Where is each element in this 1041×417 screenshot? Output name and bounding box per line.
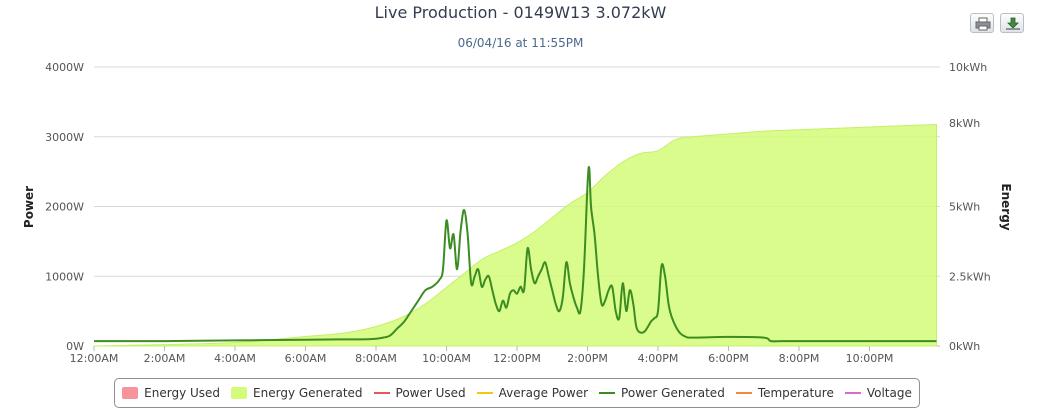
chart-title: Live Production - 0149W13 3.072kW [374, 3, 667, 22]
legend-label: Energy Generated [253, 386, 363, 400]
chart-plot: 12:00AM 2:00AM 4:00AM 6:00AM 8:00AM 10:00AM 12… [22, 61, 1013, 365]
x-tick-label: 10:00AM [422, 352, 471, 365]
legend-item[interactable]: Energy Generated [231, 386, 363, 400]
legend-label: Power Generated [621, 386, 725, 400]
print-icon [975, 17, 991, 31]
print-button[interactable] [970, 13, 994, 33]
left-tick-label: 3000W [45, 131, 84, 144]
x-tick-label: 4:00AM [214, 352, 256, 365]
legend-label: Temperature [757, 386, 834, 400]
x-tick-label: 8:00PM [779, 352, 820, 365]
left-tick-label: 2000W [45, 201, 84, 214]
right-axis: 0kWh 2.5kWh 5kWh 8kWh 10kWh [949, 61, 991, 353]
power-generated-line [93, 166, 937, 343]
legend-swatch [844, 392, 861, 394]
legend-label: Energy Used [144, 386, 221, 400]
x-tick-label: 2:00PM [567, 352, 608, 365]
x-axis: 12:00AM 2:00AM 4:00AM 6:00AM 8:00AM 10:00AM 12… [70, 346, 894, 365]
x-tick-label: 6:00PM [708, 352, 749, 365]
legend-item[interactable]: Energy Used [122, 386, 220, 400]
left-tick-label: 4000W [45, 61, 84, 74]
left-axis: 0W 1000W 2000W 3000W 4000W [45, 61, 84, 353]
x-tick-label: 8:00AM [355, 352, 397, 365]
legend-item[interactable]: Temperature [735, 386, 834, 400]
chart-subtitle: 06/04/16 at 11:55PM [457, 36, 584, 50]
right-tick-label: 2.5kWh [949, 270, 991, 283]
left-tick-label: 0W [66, 340, 84, 353]
x-tick-label: 2:00AM [144, 352, 186, 365]
download-button[interactable] [1000, 13, 1024, 33]
legend-swatch [122, 387, 139, 399]
legend-swatch [373, 392, 390, 394]
x-tick-label: 4:00PM [638, 352, 679, 365]
series-power-generated [93, 166, 937, 343]
legend-label: Average Power [498, 386, 589, 400]
legend-label: Power Used [395, 386, 466, 400]
legend-swatch [476, 392, 493, 394]
download-icon [1006, 17, 1020, 30]
legend-label: Voltage [866, 386, 912, 400]
legend-swatch [735, 392, 752, 394]
right-tick-label: 0kWh [949, 340, 980, 353]
left-tick-label: 1000W [45, 270, 84, 283]
chart-legend: Energy Used Energy Generated Power Used Ave… [114, 378, 920, 408]
right-tick-label: 8kWh [949, 117, 980, 130]
left-axis-title: Power [22, 186, 36, 228]
legend-item[interactable]: Power Used [373, 386, 466, 400]
legend-swatch [231, 387, 248, 399]
legend-item[interactable]: Power Generated [599, 386, 725, 400]
legend-item[interactable]: Voltage [844, 386, 912, 400]
energy-generated-area [93, 123, 937, 347]
x-tick-label: 10:00PM [846, 352, 894, 365]
x-tick-label: 6:00AM [285, 352, 327, 365]
right-tick-label: 5kWh [949, 201, 980, 214]
x-tick-label: 12:00PM [493, 352, 541, 365]
right-tick-label: 10kWh [949, 61, 987, 74]
series-energy-generated [93, 123, 937, 347]
x-tick-label: 12:00AM [70, 352, 119, 365]
legend-item[interactable]: Average Power [476, 386, 589, 400]
legend-swatch [599, 392, 616, 394]
right-axis-title: Energy [999, 183, 1013, 230]
